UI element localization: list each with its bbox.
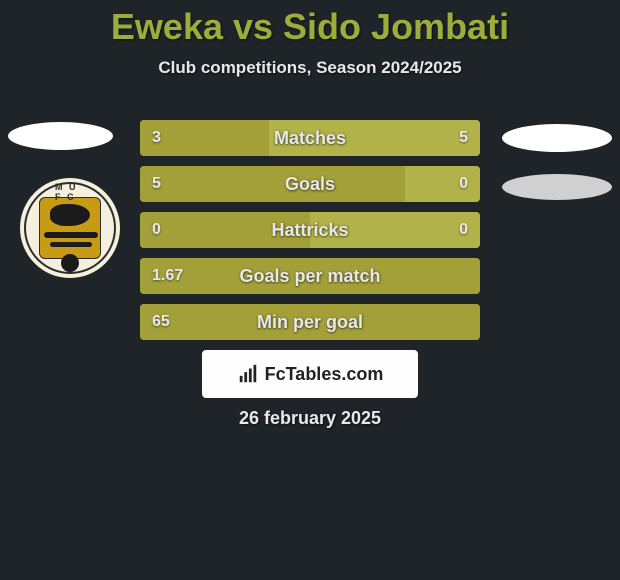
stat-row-goals-per-match: 1.67 Goals per match xyxy=(140,258,480,294)
player2-avatar-placeholder xyxy=(502,124,612,152)
page-subtitle: Club competitions, Season 2024/2025 xyxy=(0,58,620,78)
stat-right-value xyxy=(456,304,480,340)
stat-label: Matches xyxy=(140,120,480,156)
page-title: Eweka vs Sido Jombati xyxy=(0,0,620,48)
stat-label: Goals xyxy=(140,166,480,202)
stat-label: Hattricks xyxy=(140,212,480,248)
stat-right-value: 0 xyxy=(447,212,480,248)
stat-row-goals: 5 Goals 0 xyxy=(140,166,480,202)
crest-ball-icon xyxy=(61,254,79,272)
stat-right-value: 0 xyxy=(447,166,480,202)
club-crest: M U F C xyxy=(20,178,120,278)
brand-badge[interactable]: FcTables.com xyxy=(202,350,418,398)
player2-club-placeholder xyxy=(502,174,612,200)
crest-wave-icon xyxy=(50,242,92,247)
bar-chart-icon xyxy=(237,363,259,385)
stat-row-matches: 3 Matches 5 xyxy=(140,120,480,156)
stat-label: Min per goal xyxy=(140,304,480,340)
stat-right-value xyxy=(456,258,480,294)
brand-text: FcTables.com xyxy=(265,364,384,385)
crest-letters: M U F C xyxy=(55,182,85,202)
stats-bars: 3 Matches 5 5 Goals 0 0 Hattricks 0 1.67… xyxy=(140,120,480,350)
stat-row-min-per-goal: 65 Min per goal xyxy=(140,304,480,340)
crest-lion-icon xyxy=(50,204,90,226)
stat-right-value: 5 xyxy=(447,120,480,156)
stat-row-hattricks: 0 Hattricks 0 xyxy=(140,212,480,248)
player1-avatar-placeholder xyxy=(8,122,113,150)
stat-label: Goals per match xyxy=(140,258,480,294)
date-text: 26 february 2025 xyxy=(0,408,620,429)
crest-wave-icon xyxy=(44,232,98,238)
